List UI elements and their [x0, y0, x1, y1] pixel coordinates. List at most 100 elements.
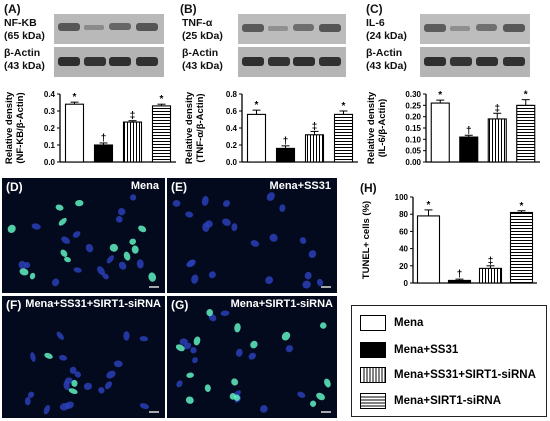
legend: Mena Mena+SS31 Mena+SS31+SIRT1-siRNA Men…	[351, 305, 547, 417]
swatch-horizontal	[360, 393, 386, 409]
bar	[64, 103, 85, 163]
nucleus	[136, 259, 144, 269]
actin-label-c: β-Actin	[366, 47, 403, 59]
micrograph-title-d: Mena	[130, 180, 159, 192]
y-tick-label: 0.8	[226, 90, 238, 99]
micrograph-g: (G) Mena+SIRT1-siRNA	[167, 296, 337, 418]
bar	[416, 215, 441, 284]
bar	[487, 118, 507, 163]
nucleus	[222, 218, 231, 226]
significance-mark: *	[520, 201, 524, 212]
legend-label: Mena	[394, 317, 424, 329]
y-tick-label: 0.20	[405, 113, 421, 122]
bar	[478, 267, 503, 284]
nucleus	[183, 342, 192, 350]
micrograph-letter-g: (G)	[171, 298, 189, 312]
significance-mark: *	[255, 100, 259, 111]
swatch-white	[360, 315, 386, 331]
panel-letter-a: (A)	[4, 2, 21, 16]
nucleus	[61, 236, 70, 244]
actin-label-a: β-Actin	[4, 47, 41, 59]
significance-mark: *	[73, 92, 77, 103]
nucleus	[64, 256, 71, 263]
actin-kda-b: (43 kDa)	[182, 60, 223, 72]
nucleus	[186, 259, 195, 267]
micrograph-letter-e: (E)	[171, 180, 187, 194]
nucleus	[269, 233, 278, 242]
nucleus	[51, 278, 60, 287]
nucleus	[138, 225, 147, 233]
y-axis-label: Relative density	[184, 91, 195, 164]
nucleus	[191, 274, 199, 284]
micrograph-title-e: Mena+SS31	[269, 180, 331, 192]
nucleus	[18, 260, 27, 270]
significance-mark: *	[427, 200, 431, 211]
micrograph-letter-f: (F)	[6, 298, 22, 312]
micrograph-letter-d: (D)	[6, 180, 23, 194]
y-tick-label: 20	[399, 262, 408, 271]
significance-mark: *	[160, 94, 164, 105]
nucleus	[129, 194, 137, 201]
bar	[333, 113, 354, 163]
y-axis-label: TUNEL+ cells (%)	[361, 201, 372, 279]
nuclei-layer	[7, 194, 159, 288]
chart-h: 0 20 40 60 80 100 TUNEL+ cells (%) * † ‡ *	[361, 193, 537, 288]
nucleus	[260, 405, 268, 413]
nucleus	[192, 357, 198, 364]
bar	[93, 144, 114, 163]
nucleus	[297, 391, 306, 398]
nucleus	[27, 391, 35, 398]
nucleus	[31, 223, 41, 230]
nucleus	[279, 204, 286, 212]
nucleus	[29, 272, 36, 280]
significance-mark: †	[457, 269, 463, 280]
actin-label-b: β-Actin	[182, 47, 219, 59]
y-tick-label: 0.6	[226, 107, 238, 116]
nucleus	[98, 387, 105, 394]
significance-mark: ‡	[130, 111, 136, 122]
nucleus	[299, 237, 307, 244]
legend-label: Mena+SS31+SIRT1-siRNA	[394, 369, 536, 381]
nucleus	[139, 403, 149, 410]
y-tick-label: 0.10	[405, 135, 421, 144]
y-axis-label: (IL-6/β-Actin)	[377, 99, 388, 158]
nucleus	[43, 405, 51, 415]
nucleus	[117, 208, 126, 216]
nucleus	[208, 271, 216, 279]
y-tick-label: 0.30	[405, 90, 421, 99]
legend-item-mena: Mena	[360, 314, 423, 332]
blot-image-a	[54, 14, 164, 77]
nucleus	[59, 403, 70, 411]
chart-a: 0.0 0.1 0.2 0.3 0.4 Relative density (NF-KB/β-…	[4, 90, 176, 167]
swatch-black	[360, 342, 386, 358]
protein-kda-b: (25 kDa)	[182, 30, 223, 42]
legend-label: Mena+SIRT1-siRNA	[394, 395, 502, 407]
nucleus	[24, 396, 31, 406]
nucleus	[185, 211, 194, 218]
nucleus	[148, 272, 157, 282]
y-tick-label: 0.3	[44, 107, 56, 116]
nuclei-layer	[175, 309, 331, 413]
nucleus	[185, 396, 194, 404]
nucleus	[172, 200, 181, 207]
y-tick-label: 0.0	[44, 158, 56, 167]
nucleus	[250, 340, 258, 349]
protein-kda-c: (24 kDa)	[366, 30, 407, 42]
y-axis-label: (NF-KB/β-Actin)	[15, 92, 26, 163]
nuclei-layer	[172, 192, 331, 289]
chart-b: 0.0 0.2 0.4 0.6 0.8 Relative density (TNF-α/β-…	[184, 90, 358, 167]
nucleus	[248, 352, 256, 360]
bar	[246, 113, 267, 163]
protein-label-b: TNF-α	[182, 17, 213, 29]
nucleus	[265, 276, 274, 285]
nucleus	[118, 261, 127, 270]
nucleus	[44, 352, 53, 359]
nucleus	[59, 354, 68, 361]
bar	[122, 121, 143, 163]
nucleus	[63, 380, 70, 391]
bar	[447, 279, 472, 284]
nucleus	[231, 378, 239, 386]
legend-item-mena-ss31-sirt1: Mena+SS31+SIRT1-siRNA	[360, 366, 536, 384]
nucleus	[30, 352, 36, 362]
legend-label: Mena+SS31	[394, 344, 459, 356]
